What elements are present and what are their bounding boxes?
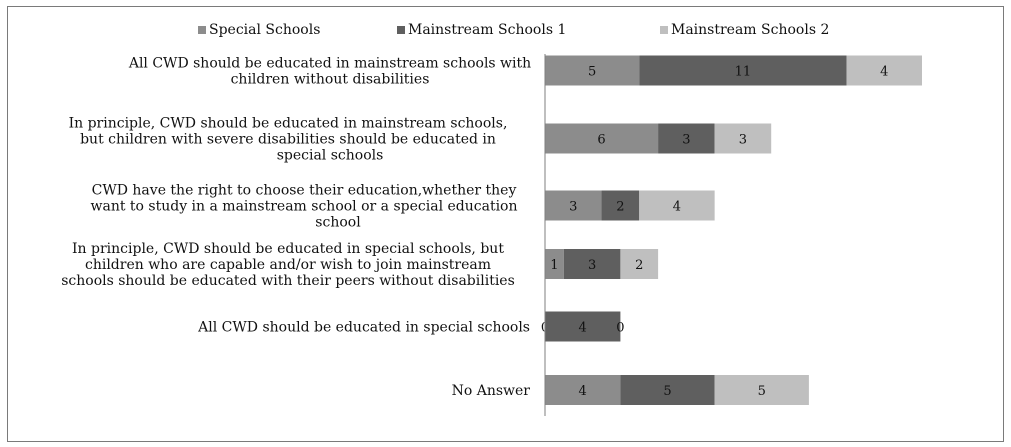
- data-label-6-series-1: 4: [579, 384, 587, 399]
- bar-6-series-3: [714, 375, 809, 405]
- category-label-2-line-3: special schools: [277, 148, 384, 164]
- data-label-2-series-1: 6: [597, 133, 605, 148]
- bar-2-series-3: [714, 123, 772, 154]
- bar-2-series-2: [658, 123, 715, 154]
- bar-3-series-2: [601, 190, 640, 221]
- data-label-3-series-2: 2: [616, 200, 624, 215]
- category-label-6-line-1: No Answer: [452, 383, 531, 399]
- data-label-3-series-1: 3: [569, 200, 577, 215]
- category-label-2-line-1: In principle, CWD should be educated in …: [69, 116, 508, 132]
- bar-4-series-1: [545, 249, 564, 279]
- bar-4-series-3: [620, 249, 659, 279]
- bar-4-series-2: [563, 249, 621, 279]
- data-label-1-series-2: 11: [735, 65, 752, 80]
- category-label-2-line-2: but children with severe disabilities sh…: [80, 132, 496, 148]
- data-label-2-series-2: 3: [682, 133, 690, 148]
- category-label-3-line-2: want to study in a mainstream school or …: [90, 199, 517, 215]
- bar-3-series-3: [639, 190, 715, 221]
- bar-6-series-1: [545, 375, 621, 405]
- bar-6-series-2: [620, 375, 715, 405]
- data-label-1-series-1: 5: [588, 65, 596, 80]
- stacked-bar-chart: Special Schools Mainstream Schools 1 Mains…: [61, 22, 922, 416]
- bar-1-series-2: [639, 55, 847, 86]
- legend-swatch-3: [660, 26, 668, 34]
- data-label-4-series-2: 3: [588, 258, 596, 273]
- legend-swatch-1: [198, 26, 206, 34]
- legend-label-2: Mainstream Schools 1: [408, 22, 566, 38]
- data-label-3-series-3: 4: [673, 200, 681, 215]
- data-label-1-series-3: 4: [880, 65, 888, 80]
- legend-swatch-2: [397, 26, 405, 34]
- bar-1-series-3: [846, 55, 922, 86]
- bar-1-series-1: [545, 55, 640, 86]
- data-label-6-series-2: 5: [663, 384, 671, 399]
- category-label-3-line-1: CWD have the right to choose their educa…: [92, 183, 517, 199]
- data-label-6-series-3: 5: [758, 384, 766, 399]
- bar-2-series-1: [545, 123, 659, 154]
- data-label-2-series-3: 3: [739, 133, 747, 148]
- legend-label-1: Special Schools: [209, 22, 320, 38]
- bar-5-series-2: [545, 311, 621, 342]
- data-label-4-series-1: 1: [550, 258, 558, 273]
- chart-frame: Special Schools Mainstream Schools 1 Mains…: [7, 6, 1004, 442]
- category-label-4-line-1: In principle, CWD should be educated in …: [72, 241, 504, 257]
- category-label-3-line-3: school: [315, 215, 361, 231]
- category-label-1-line-1: All CWD should be educated in mainstream…: [128, 56, 531, 72]
- data-label-5-series-2: 4: [579, 321, 587, 336]
- data-label-4-series-3: 2: [635, 258, 643, 273]
- category-label-4-line-2: children who are capable and/or wish to …: [85, 257, 491, 273]
- legend-label-3: Mainstream Schools 2: [671, 22, 829, 38]
- data-label-5-series-3: 0: [616, 321, 624, 336]
- bar-3-series-1: [545, 190, 602, 221]
- category-label-5-line-1: All CWD should be educated in special sc…: [197, 320, 530, 336]
- category-label-4-line-3: schools should be educated with their pe…: [61, 273, 515, 289]
- category-label-1-line-2: children without disabilities: [231, 72, 430, 88]
